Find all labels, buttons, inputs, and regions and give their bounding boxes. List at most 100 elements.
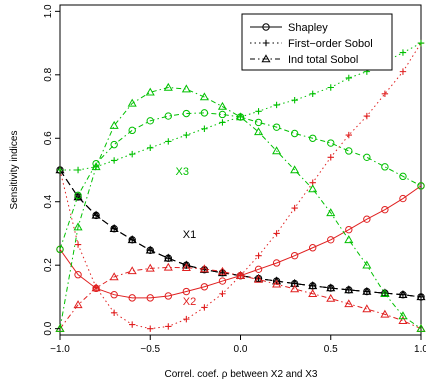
series-layer	[55, 39, 426, 332]
series-x3-shapley-point	[309, 134, 317, 142]
series-x2-shapley-point	[128, 294, 136, 302]
series-x3-shapley-point	[128, 126, 136, 135]
series-x2-ind-total-sobol-point	[91, 283, 101, 292]
series-x2-shapley-line	[59, 185, 422, 299]
y-tick-label: 0.6	[43, 131, 54, 145]
series-x3-first-order-sobol-point	[147, 144, 154, 151]
series-x2-first-order-sobol-point	[381, 90, 389, 98]
series-x3-shapley-point	[200, 109, 209, 117]
series-x3-ind-total-sobol-point	[416, 323, 426, 332]
legend-marker-shapley	[262, 23, 270, 31]
series-x1-ind-total-sobol-point	[290, 278, 300, 287]
series-x2-first-order-sobol-point	[219, 290, 226, 297]
series-x3-ind-total-sobol-point	[272, 146, 282, 155]
series-x2-shapley-point	[345, 225, 353, 234]
series-x2-shapley	[56, 182, 425, 302]
series-x3-first-order-sobol-point	[291, 96, 298, 104]
series-x2-ind-total-sobol-point	[163, 262, 173, 271]
series-x1-ind-total-sobol-point	[362, 286, 372, 295]
series-x2-ind-total-sobol-point	[272, 279, 282, 288]
series-x3-shapley-point	[218, 110, 227, 119]
series-x2-first-order-sobol	[56, 39, 425, 332]
series-x2-first-order-sobol-point	[255, 252, 262, 259]
series-x2-ind-total-sobol-point	[181, 263, 191, 271]
y-tick-label: 0.2	[43, 258, 54, 272]
series-x2-ind-total-sobol-point	[217, 266, 227, 275]
legend-label-ind-total-sobol: Ind total Sobol	[288, 54, 358, 66]
series-x3-first-order-sobol-point	[110, 157, 118, 164]
legend-marker-ind-total-sobol	[261, 54, 271, 63]
series-x1-ind-total-sobol-point	[416, 292, 426, 301]
series-x3-ind-total-sobol-point	[199, 92, 209, 101]
legend-label-shapley: Shapley	[288, 22, 328, 34]
series-x3-first-order-sobol-point	[129, 150, 136, 158]
series-x3-shapley-point	[146, 117, 154, 125]
series-x3-ind-total-sobol-point	[398, 311, 408, 320]
series-x3-ind-total-sobol-point	[109, 120, 119, 129]
series-x2-shapley-point	[399, 194, 407, 203]
series-x3-first-order-sobol-point	[201, 125, 208, 132]
series-x2-ind-total-sobol-point	[127, 266, 137, 275]
series-x3-shapley-point	[399, 172, 407, 181]
series-x2-shapley-point	[110, 291, 118, 299]
series-x2-shapley-point	[290, 251, 299, 260]
series-x3-first-order-sobol-point	[417, 39, 425, 47]
series-x3-first-order-sobol-point	[309, 90, 316, 98]
annotation-x1: X1	[183, 229, 196, 241]
annotations: X3 X1 X2	[176, 166, 197, 308]
legend-marker-first-order-sobol	[262, 39, 270, 47]
series-x3-ind-total-sobol-point	[344, 235, 354, 244]
series-x1-ind-total-sobol	[55, 165, 426, 301]
series-x2-first-order-sobol-point	[291, 204, 298, 212]
series-x2-shapley-point	[200, 283, 209, 291]
x-axis: −1.0 −0.5 0.0 0.5 1.0	[50, 335, 426, 355]
series-x2-shapley-point	[218, 277, 227, 285]
y-axis-title: Sensitivity indices	[9, 131, 20, 210]
series-x2-ind-total-sobol-point	[235, 270, 246, 279]
series-x1-ind-total-sobol-point	[163, 253, 173, 262]
series-x3-ind-total-sobol-point	[181, 84, 191, 93]
series-x3-ind-total-sobol	[55, 82, 426, 332]
series-x1-ind-total-sobol-point	[73, 192, 83, 201]
x-tick-label: 0.5	[324, 344, 338, 355]
x-tick-label: 1.0	[414, 344, 426, 355]
series-x1-ind-total-sobol-point	[217, 268, 227, 277]
series-x1-ind-total-sobol-point	[398, 290, 408, 298]
series-x3-first-order-sobol-point	[165, 138, 172, 145]
series-x2-first-order-sobol-point	[273, 230, 280, 237]
series-x2-shapley-point	[164, 292, 173, 300]
series-x2-shapley-point	[254, 265, 263, 274]
series-x3-shapley-point	[110, 140, 118, 149]
series-x2-shapley-point	[74, 271, 82, 279]
series-x3-first-order-sobol-point	[345, 74, 352, 82]
y-tick-label: 0.4	[43, 194, 54, 208]
series-x3-first-order-sobol-point	[273, 101, 280, 109]
series-x2-shapley-point	[327, 236, 335, 244]
series-x1-ind-total-sobol-point	[344, 285, 354, 294]
series-x3-ind-total-sobol-point	[217, 101, 227, 110]
series-x2-ind-total-sobol-point	[344, 299, 354, 308]
legend: Shapley First−order Sobol Ind total Sobol	[241, 13, 393, 71]
series-x3-ind-total-sobol-point	[254, 127, 264, 136]
series-x3-first-order-sobol-point	[399, 49, 407, 56]
series-x1-ind-total-sobol-point	[91, 210, 101, 219]
series-x3-shapley-point	[164, 112, 173, 120]
series-x3-shapley-point	[254, 118, 263, 127]
series-x2-first-order-sobol-line	[59, 42, 422, 330]
series-x2-shapley-point	[272, 259, 281, 267]
series-x1-ind-total-sobol-point	[127, 235, 137, 244]
series-x3-first-order-sobol-point	[74, 166, 82, 174]
y-tick-label: 0.8	[43, 67, 54, 81]
series-x2-shapley-point	[146, 294, 154, 302]
series-x2-ind-total-sobol-point	[326, 293, 336, 302]
series-x1-ind-total-sobol-point	[326, 283, 336, 292]
series-x2-first-order-sobol-point	[74, 241, 82, 248]
series-x3-shapley-point	[56, 245, 64, 254]
x-tick-label: 0.0	[234, 344, 248, 355]
series-x3-first-order-sobol-point	[327, 84, 334, 91]
series-x2-ind-total-sobol-point	[362, 304, 372, 313]
series-x1-ind-total-sobol-point	[145, 245, 155, 254]
series-x2-shapley-point	[363, 215, 371, 223]
series-x2-ind-total-sobol-point	[254, 274, 264, 283]
